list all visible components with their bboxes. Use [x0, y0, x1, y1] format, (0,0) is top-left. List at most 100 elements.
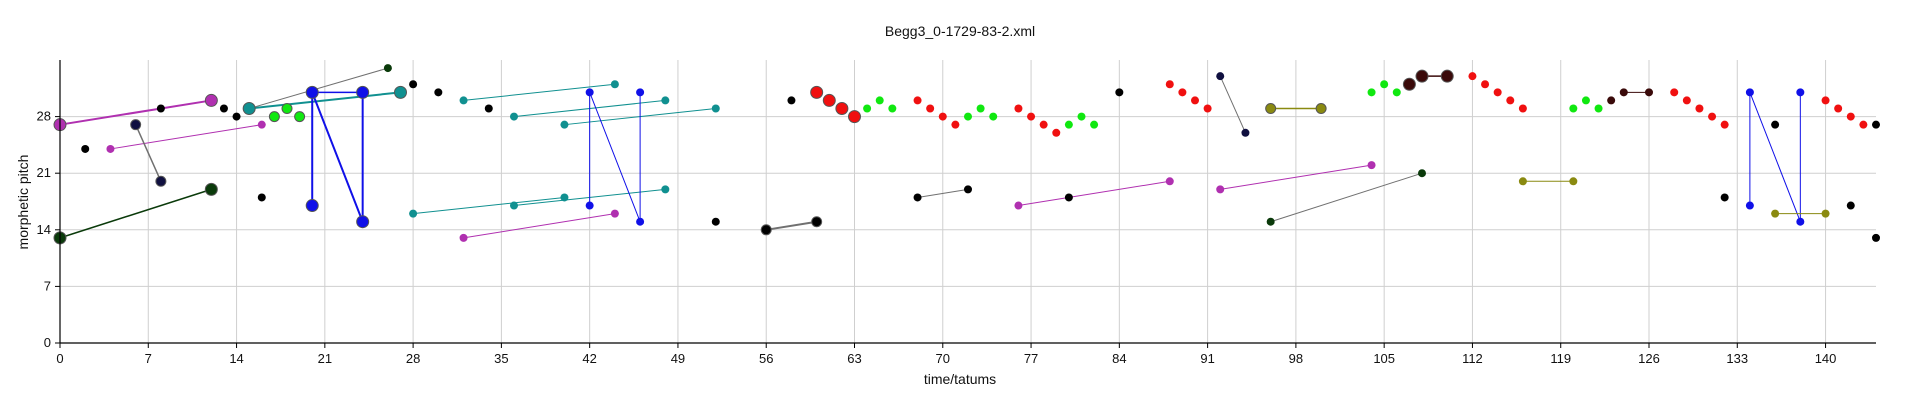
data-point [585, 88, 594, 97]
data-point [1165, 177, 1174, 186]
data-point [1392, 88, 1401, 97]
data-point [219, 104, 228, 113]
data-point [1380, 80, 1389, 89]
data-point [951, 120, 960, 129]
data-point [409, 209, 418, 218]
data-point [1165, 80, 1174, 89]
data-point [257, 120, 266, 129]
data-point [1064, 120, 1073, 129]
data-point [810, 85, 824, 99]
chart-title: Begg3_0-1729-83-2.xml [885, 23, 1035, 39]
data-point [863, 104, 872, 113]
data-point [661, 185, 670, 194]
data-point [835, 102, 849, 116]
x-tick-label: 112 [1462, 351, 1483, 366]
data-point [875, 96, 884, 105]
x-tick-label: 91 [1200, 351, 1214, 366]
data-point [1518, 177, 1527, 186]
x-tick-label: 98 [1289, 351, 1303, 366]
data-point [976, 104, 985, 113]
data-point [1695, 104, 1704, 113]
data-point [1796, 88, 1805, 97]
data-point [1821, 96, 1830, 105]
data-point [1745, 201, 1754, 210]
data-point [1872, 120, 1880, 129]
data-point [888, 104, 897, 113]
data-point [964, 185, 972, 194]
connector-line [109, 124, 263, 150]
y-tick-label: 21 [37, 165, 51, 180]
data-point [130, 119, 142, 131]
connector-line [248, 67, 389, 110]
data-point [1569, 177, 1578, 186]
data-point [356, 215, 370, 229]
x-tick-label: 42 [582, 351, 596, 366]
data-point [106, 144, 115, 153]
x-tick-label: 0 [56, 351, 63, 366]
data-point [1619, 88, 1628, 97]
connector-line [589, 91, 641, 223]
x-tick-label: 70 [936, 351, 950, 366]
data-point [204, 182, 218, 196]
data-point [1594, 104, 1603, 113]
connector-line [463, 83, 616, 101]
data-point [913, 193, 922, 202]
data-point [305, 85, 319, 99]
data-point [913, 96, 922, 105]
x-tick-label: 119 [1550, 351, 1571, 366]
data-point [938, 112, 947, 121]
data-point [636, 88, 645, 97]
data-point [636, 217, 645, 226]
data-point [1415, 69, 1429, 83]
data-point [232, 112, 241, 121]
data-point [1846, 112, 1855, 121]
connector-line [1749, 91, 1801, 223]
x-tick-label: 77 [1024, 351, 1038, 366]
x-tick-label: 140 [1815, 351, 1837, 366]
data-point [610, 80, 619, 89]
data-point [1203, 104, 1212, 113]
x-tick-label: 63 [847, 351, 861, 366]
data-point [1506, 96, 1515, 105]
x-axis-title: time/tatums [924, 371, 996, 387]
data-point [1493, 88, 1502, 97]
data-point [1367, 161, 1376, 170]
data-point [257, 193, 266, 202]
data-point [1440, 69, 1454, 83]
data-point [1720, 193, 1729, 202]
data-point [459, 96, 468, 105]
x-tick-label: 7 [145, 351, 152, 366]
data-point [1191, 96, 1199, 105]
connector-line [1017, 180, 1171, 207]
data-point [1468, 72, 1477, 81]
data-point [281, 103, 293, 115]
data-point [434, 88, 443, 97]
data-point [1796, 217, 1805, 226]
data-point [1821, 209, 1830, 218]
connector-line [463, 213, 616, 239]
data-point [1241, 128, 1250, 137]
data-point [1090, 120, 1099, 129]
data-point [409, 80, 418, 89]
y-tick-label: 14 [37, 222, 51, 237]
x-tick-label: 14 [229, 351, 243, 366]
data-point [1014, 201, 1023, 210]
data-point [1720, 120, 1729, 129]
data-point [1216, 185, 1225, 194]
data-point [711, 217, 720, 226]
connector-line [59, 99, 213, 126]
connector-line [1270, 172, 1423, 223]
grid-layer [59, 60, 1876, 344]
x-tick-label: 56 [759, 351, 773, 366]
y-tick-label: 0 [44, 335, 51, 350]
data-point [1872, 233, 1880, 242]
data-point [1266, 217, 1275, 226]
connector-line [59, 188, 213, 239]
data-point [1052, 128, 1061, 137]
data-point [926, 104, 935, 113]
x-tick-label: 35 [494, 351, 508, 366]
data-point [585, 201, 594, 210]
data-point [394, 85, 407, 99]
data-point [1481, 80, 1490, 89]
